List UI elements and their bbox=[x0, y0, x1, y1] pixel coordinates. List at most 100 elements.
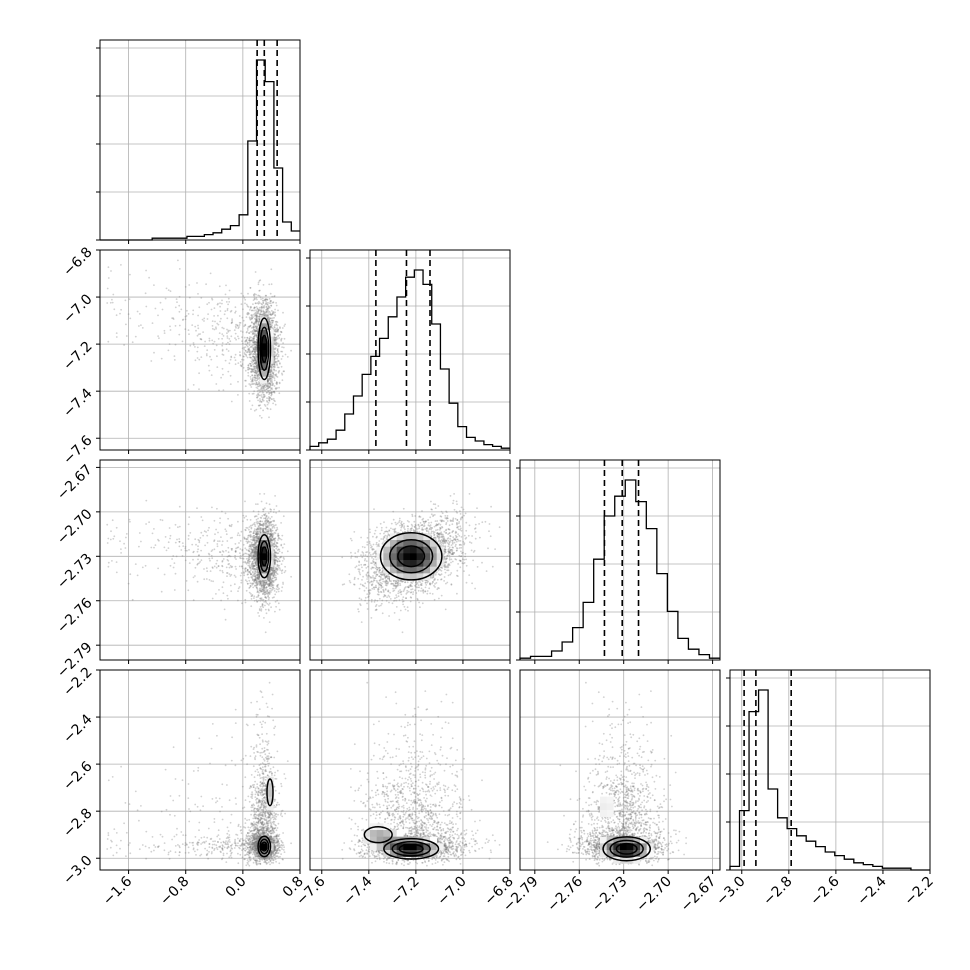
sample-point bbox=[200, 549, 203, 552]
sample-point bbox=[212, 342, 215, 345]
sample-point bbox=[256, 588, 259, 590]
sample-point bbox=[261, 523, 264, 526]
sample-point bbox=[263, 617, 265, 619]
sample-point bbox=[184, 549, 187, 552]
sample-point bbox=[264, 299, 266, 302]
sample-point bbox=[274, 555, 277, 558]
sample-point bbox=[256, 575, 259, 577]
sample-point bbox=[270, 387, 273, 389]
sample-point bbox=[242, 355, 245, 358]
sample-point bbox=[249, 566, 251, 569]
sample-point bbox=[254, 547, 256, 550]
sample-point bbox=[262, 393, 265, 396]
sample-point bbox=[254, 378, 256, 380]
sample-point bbox=[251, 565, 253, 568]
contour-line bbox=[259, 326, 270, 371]
sample-point bbox=[276, 366, 279, 369]
sample-point bbox=[248, 550, 251, 553]
sample-point bbox=[255, 333, 258, 336]
sample-point bbox=[254, 565, 256, 567]
sample-point bbox=[275, 547, 278, 550]
sample-point bbox=[249, 353, 252, 356]
sample-point bbox=[254, 330, 256, 333]
sample-point bbox=[211, 320, 214, 322]
sample-point bbox=[222, 327, 225, 330]
sample-point bbox=[261, 529, 264, 532]
sample-point bbox=[268, 382, 271, 385]
sample-point bbox=[255, 317, 257, 320]
sample-point bbox=[277, 564, 279, 567]
sample-point bbox=[290, 349, 292, 352]
sample-point bbox=[279, 333, 282, 336]
sample-point bbox=[272, 575, 275, 577]
sample-point bbox=[215, 327, 218, 330]
sample-point bbox=[244, 568, 246, 570]
sample-point bbox=[242, 366, 245, 369]
sample-point bbox=[175, 298, 178, 300]
sample-point bbox=[134, 335, 137, 338]
sample-point bbox=[258, 527, 261, 529]
sample-point bbox=[245, 515, 248, 518]
sample-point bbox=[260, 528, 263, 531]
sample-point bbox=[263, 589, 266, 591]
sample-point bbox=[255, 365, 258, 368]
sample-point bbox=[245, 344, 248, 347]
sample-point bbox=[260, 307, 263, 310]
sample-point bbox=[266, 403, 269, 406]
sample-point bbox=[237, 335, 239, 338]
sample-point bbox=[203, 578, 206, 581]
sample-point bbox=[275, 324, 278, 326]
sample-point bbox=[246, 582, 249, 585]
sample-point bbox=[263, 586, 265, 589]
sample-point bbox=[264, 600, 267, 602]
sample-point bbox=[276, 350, 279, 353]
sample-point bbox=[257, 578, 260, 581]
sample-point bbox=[256, 334, 258, 337]
sample-point bbox=[253, 379, 256, 382]
sample-point bbox=[262, 522, 265, 525]
sample-point bbox=[233, 583, 236, 586]
sample-point bbox=[273, 541, 276, 543]
sample-point bbox=[259, 309, 262, 312]
sample-point bbox=[206, 349, 209, 352]
sample-point bbox=[250, 541, 253, 544]
sample-point bbox=[251, 557, 254, 559]
sample-point bbox=[200, 338, 203, 341]
sample-point bbox=[250, 352, 252, 355]
sample-point bbox=[271, 596, 274, 599]
sample-point bbox=[268, 320, 270, 322]
sample-point bbox=[219, 517, 222, 520]
panel-content bbox=[106, 493, 292, 634]
sample-point bbox=[254, 584, 256, 587]
sample-point bbox=[250, 378, 252, 380]
sample-point bbox=[253, 522, 256, 524]
sample-point bbox=[256, 528, 258, 531]
sample-point bbox=[274, 551, 276, 553]
sample-point bbox=[254, 330, 257, 332]
sample-point bbox=[275, 388, 277, 391]
sample-point bbox=[273, 377, 276, 380]
sample-point bbox=[192, 558, 194, 561]
sample-point bbox=[227, 546, 230, 549]
sample-point bbox=[251, 368, 254, 371]
sample-point bbox=[270, 520, 273, 523]
sample-point bbox=[276, 337, 279, 340]
sample-point bbox=[273, 562, 276, 565]
sample-point bbox=[256, 377, 259, 380]
sample-point bbox=[268, 577, 271, 580]
sample-point bbox=[258, 525, 260, 528]
sample-point bbox=[252, 554, 254, 557]
sample-point bbox=[266, 583, 269, 586]
sample-point bbox=[241, 347, 244, 350]
sample-point bbox=[273, 348, 276, 350]
sample-point bbox=[272, 311, 275, 313]
sample-point bbox=[255, 358, 257, 360]
sample-point bbox=[270, 521, 272, 523]
sample-point bbox=[255, 532, 258, 535]
sample-point bbox=[244, 529, 247, 532]
sample-point bbox=[256, 522, 259, 525]
sample-point bbox=[253, 313, 255, 316]
sample-point bbox=[275, 387, 278, 389]
sample-point bbox=[252, 337, 255, 340]
sample-point bbox=[207, 529, 210, 532]
